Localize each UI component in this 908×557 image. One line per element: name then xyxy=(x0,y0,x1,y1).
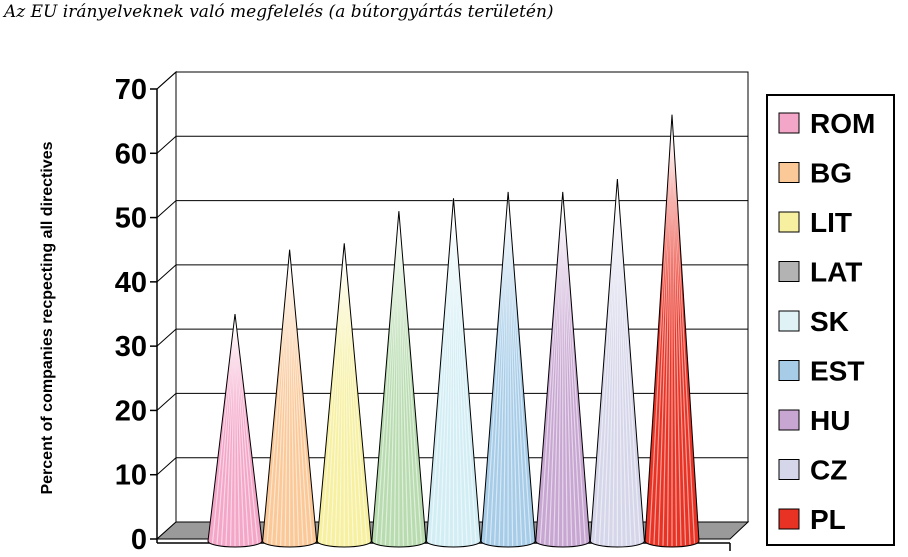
gridline xyxy=(156,71,748,90)
legend: ROM BG LIT LAT SK EST HU CZ PL xyxy=(766,94,895,546)
legend-label: EST xyxy=(810,356,864,387)
side-wall xyxy=(156,70,177,541)
gridline xyxy=(156,200,748,218)
legend-label: LAT xyxy=(810,257,862,288)
legend-swatch xyxy=(778,112,800,134)
legend-label: SK xyxy=(810,306,849,337)
legend-swatch xyxy=(778,360,800,381)
y-tick-label: 40 xyxy=(115,267,147,299)
gridline xyxy=(156,135,748,154)
legend-label: HU xyxy=(810,405,850,436)
y-tick-labels: 0 10 20 30 40 50 60 70 xyxy=(115,74,147,556)
cone-est xyxy=(480,191,536,548)
cone-hu xyxy=(535,191,591,548)
y-tick-label: 20 xyxy=(115,395,147,427)
chart-title: Az EU irányelveknek való megfelelés (a b… xyxy=(4,2,554,22)
cone-pl xyxy=(644,114,700,548)
legend-label: LIT xyxy=(810,207,852,238)
legend-label: BG xyxy=(810,158,852,189)
legend-label: CZ xyxy=(810,455,847,486)
legend-swatch xyxy=(778,310,800,332)
cones xyxy=(207,114,700,548)
y-tick-label: 30 xyxy=(115,331,147,363)
y-tick-label: 70 xyxy=(115,74,147,106)
legend-swatch xyxy=(778,459,800,480)
legend-swatch xyxy=(778,261,800,282)
cone-lat xyxy=(371,211,427,548)
legend-swatch xyxy=(778,409,800,431)
legend-item-sk: SK xyxy=(778,306,849,337)
y-tick-label: 60 xyxy=(115,138,147,170)
cone-bg xyxy=(262,249,318,548)
y-axis-label: Percent of companies recpecting all dire… xyxy=(39,141,56,494)
legend-item-lat: LAT xyxy=(778,257,862,288)
legend-swatch xyxy=(778,211,800,233)
cone-rom xyxy=(207,313,263,548)
legend-item-bg: BG xyxy=(778,158,852,189)
cone-lit xyxy=(316,243,372,548)
legend-item-hu: HU xyxy=(778,405,850,436)
y-tick-label: 50 xyxy=(115,203,147,235)
legend-item-cz: CZ xyxy=(778,455,847,486)
legend-swatch xyxy=(778,162,800,183)
legend-item-pl: PL xyxy=(778,504,846,535)
legend-item-rom: ROM xyxy=(778,108,875,139)
legend-swatch xyxy=(778,508,800,530)
cone-sk xyxy=(425,198,482,548)
legend-label: PL xyxy=(810,504,846,535)
cone-cz xyxy=(589,178,645,548)
legend-item-lit: LIT xyxy=(778,207,852,238)
gridline xyxy=(156,264,748,283)
y-tick-label: 10 xyxy=(115,460,147,492)
legend-label: ROM xyxy=(810,108,875,139)
y-tick-label: 0 xyxy=(131,524,147,556)
legend-item-est: EST xyxy=(778,356,864,387)
